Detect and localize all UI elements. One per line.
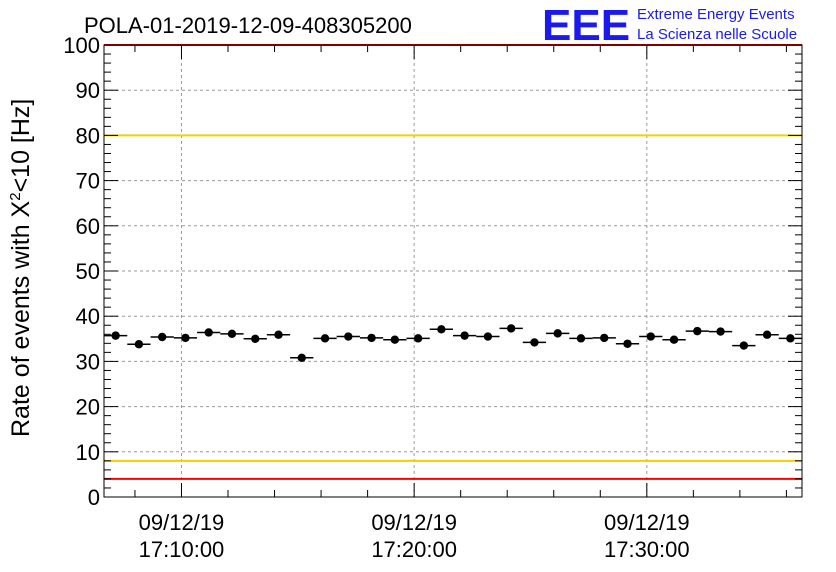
x-tick-labels: 09/12/1917:10:0009/12/1917:20:0009/12/19… [139,510,690,562]
y-tick-label: 90 [76,78,100,103]
axis-ticks [104,44,802,498]
x-tick-label-date: 09/12/19 [139,510,225,535]
data-point [157,332,167,342]
y-tick-label: 100 [63,33,100,58]
data-point [600,333,609,343]
data-point [669,335,679,344]
y-axis-label: Rate of events with X2<10 [Hz] [7,99,35,437]
y-tick-label: 50 [76,259,100,284]
data-point [530,338,539,347]
data-point [553,329,562,338]
data-point [623,339,632,348]
data-point [437,325,446,334]
data-point [251,334,260,343]
reference-lines [104,44,802,480]
data-point [716,327,725,336]
data-point [483,332,493,341]
logo-line-1: Extreme Energy Events [637,6,795,23]
data-point [646,332,655,341]
x-tick-label-time: 17:20:00 [371,537,457,562]
data-point [274,330,283,339]
y-tick-label: 60 [76,214,100,239]
data-point [111,331,120,340]
x-tick-label-time: 17:30:00 [604,537,690,562]
eee-logo: EEE Extreme Energy Events La Scienza nel… [542,1,797,50]
grid [104,45,802,497]
data-point [297,353,306,362]
y-tick-label: 40 [76,304,100,329]
y-axis-label-sup: 2 [7,192,24,200]
data-point [576,334,586,343]
data-point [320,334,330,343]
x-tick-label-date: 09/12/19 [371,510,457,535]
y-tick-label: 0 [88,485,100,510]
logo-mark: EEE [542,1,630,50]
y-tick-label: 20 [76,395,100,420]
data-point [134,340,144,349]
data-point [460,331,469,340]
x-tick-label-time: 17:10:00 [139,537,225,562]
x-tick-label-date: 09/12/19 [604,510,690,535]
data-point [739,341,749,350]
y-tick-label: 30 [76,349,100,374]
data-point [344,332,353,341]
y-tick-label: 10 [76,440,100,465]
chart-title: POLA-01-2019-12-09-408305200 [84,13,412,38]
data-point [786,334,795,343]
y-tick-label: 70 [76,169,100,194]
y-tick-labels: 0 10 20 30 40 50 60 70 80 90 100 [63,33,100,510]
y-axis-label-tail: <10 [Hz] [7,99,35,193]
data-point [762,330,772,339]
data-point [181,333,190,343]
y-axis-label-main: Rate of events with X [7,200,35,437]
data-point [413,334,423,343]
y-tick-label: 80 [76,123,100,148]
logo-line-2: La Scienza nelle Scuole [637,26,797,43]
data-point [367,333,376,343]
data-point [693,326,702,336]
data-point [390,335,400,344]
data-point [227,329,237,339]
data-point [204,328,213,337]
data-points [104,324,802,362]
data-point [506,324,516,333]
